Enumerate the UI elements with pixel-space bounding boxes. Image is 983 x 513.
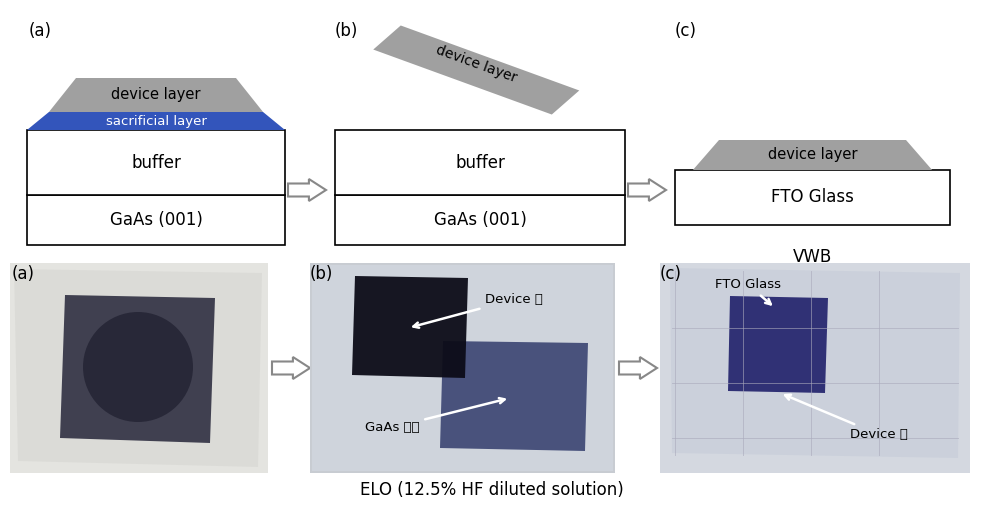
Polygon shape bbox=[288, 179, 326, 201]
Polygon shape bbox=[272, 357, 310, 379]
Polygon shape bbox=[693, 140, 932, 170]
Text: GaAs (001): GaAs (001) bbox=[434, 211, 527, 229]
Text: sacrificial layer: sacrificial layer bbox=[105, 114, 206, 128]
Text: (c): (c) bbox=[675, 22, 697, 40]
Text: GaAs 기판: GaAs 기판 bbox=[365, 398, 504, 434]
Polygon shape bbox=[352, 276, 468, 378]
Text: (a): (a) bbox=[29, 22, 52, 40]
Bar bbox=[310, 263, 615, 473]
Text: (b): (b) bbox=[335, 22, 359, 40]
Polygon shape bbox=[440, 341, 588, 451]
Text: FTO Glass: FTO Glass bbox=[771, 188, 854, 207]
Bar bbox=[27, 130, 285, 195]
Text: (c): (c) bbox=[660, 265, 682, 283]
Polygon shape bbox=[619, 357, 657, 379]
Text: buffer: buffer bbox=[455, 153, 505, 171]
Text: buffer: buffer bbox=[131, 153, 181, 171]
Bar bbox=[10, 263, 268, 473]
Polygon shape bbox=[728, 296, 828, 393]
Text: device layer: device layer bbox=[768, 148, 857, 163]
Bar bbox=[27, 195, 285, 245]
Text: device layer: device layer bbox=[434, 43, 518, 85]
Text: Device 층: Device 층 bbox=[785, 395, 908, 441]
Polygon shape bbox=[60, 295, 215, 443]
Text: (b): (b) bbox=[310, 265, 333, 283]
Bar bbox=[675, 170, 950, 225]
Polygon shape bbox=[374, 26, 579, 114]
Text: VWB: VWB bbox=[793, 248, 833, 266]
Polygon shape bbox=[49, 78, 263, 112]
Polygon shape bbox=[628, 179, 666, 201]
Text: (a): (a) bbox=[12, 265, 35, 283]
Bar bbox=[335, 195, 625, 245]
Text: device layer: device layer bbox=[111, 88, 201, 103]
Polygon shape bbox=[14, 269, 262, 467]
Polygon shape bbox=[27, 112, 285, 130]
Text: FTO Glass: FTO Glass bbox=[715, 278, 781, 304]
Polygon shape bbox=[670, 268, 960, 458]
Bar bbox=[312, 265, 613, 471]
Text: Device 층: Device 층 bbox=[414, 293, 543, 328]
Text: ELO (12.5% HF diluted solution): ELO (12.5% HF diluted solution) bbox=[360, 481, 623, 499]
Bar bbox=[335, 130, 625, 195]
Circle shape bbox=[83, 312, 193, 422]
Text: GaAs (001): GaAs (001) bbox=[109, 211, 202, 229]
Bar bbox=[660, 263, 970, 473]
